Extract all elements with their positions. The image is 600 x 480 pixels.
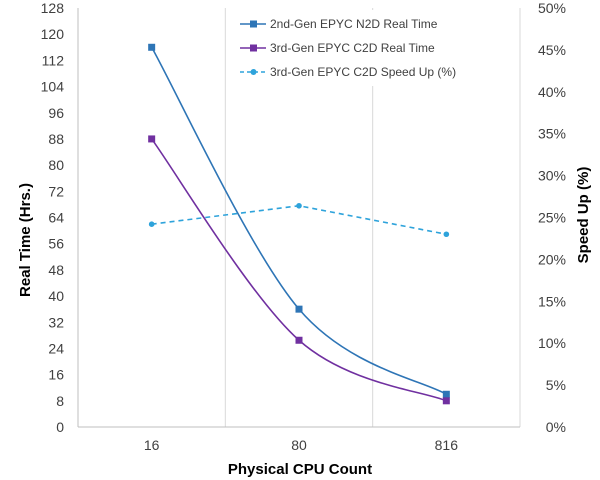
y-left-tick-label: 96 [48, 105, 64, 121]
series-0-line [150, 46, 447, 395]
y-left-tick-label: 72 [48, 183, 64, 199]
y-right-tick-label: 30% [538, 168, 566, 184]
series-1-marker [148, 135, 156, 143]
series-2-marker [443, 231, 450, 238]
series-1-marker [295, 336, 303, 344]
y-left-axis-title: Real Time (Hrs.) [17, 183, 34, 297]
y-left-tick-label: 24 [48, 340, 64, 356]
left-axis-ticks: 0 8 16 24 32 40 48 56 64 72 80 88 96 104 112 120 128 [41, 0, 65, 435]
y-left-tick-label: 32 [48, 314, 64, 330]
series-2-line [151, 204, 447, 236]
x-tick-label: 16 [144, 437, 160, 453]
y-right-tick-label: 35% [538, 126, 566, 142]
legend-label-c2d: 3rd-Gen EPYC C2D Real Time [270, 41, 435, 55]
series-1-line [151, 138, 447, 402]
y-left-tick-label: 40 [48, 288, 64, 304]
axes [77, 8, 520, 428]
y-right-tick-label: 10% [538, 335, 566, 351]
legend-label-speedup: 3rd-Gen EPYC C2D Speed Up (%) [270, 65, 456, 79]
y-left-tick-label: 0 [56, 419, 64, 435]
y-right-tick-label: 40% [538, 84, 566, 100]
legend-box [232, 10, 478, 86]
y-left-tick-label: 56 [48, 236, 64, 252]
y-right-tick-label: 45% [538, 42, 566, 58]
y-left-tick-label: 120 [41, 26, 65, 42]
legend-label-n2d: 2nd-Gen EPYC N2D Real Time [270, 17, 438, 31]
y-right-tick-label: 25% [538, 210, 566, 226]
series-1-marker [442, 397, 450, 405]
series-0-marker [442, 390, 450, 398]
y-right-tick-label: 50% [538, 0, 566, 16]
series-2-marker [148, 221, 155, 228]
legend-entry-c2d: 3rd-Gen EPYC C2D Real Time [240, 41, 435, 55]
x-axis-ticks: 16 80 816 [144, 437, 458, 453]
series-2-marker [296, 202, 302, 209]
x-tick-label: 80 [291, 437, 307, 453]
right-axis-ticks: 0% 5% 10% 15% 20% 25% 30% 35% 40% 45% 50% [538, 0, 566, 435]
y-left-tick-label: 48 [48, 262, 64, 278]
y-left-tick-label: 8 [56, 393, 64, 409]
series-0-marker [148, 43, 156, 51]
y-left-tick-label: 16 [48, 367, 64, 383]
series [148, 43, 450, 405]
y-left-tick-label: 112 [42, 52, 65, 68]
legend-marker-speedup [250, 69, 257, 75]
y-right-tick-label: 5% [546, 377, 566, 393]
y-left-tick-label: 88 [48, 131, 64, 147]
legend: 2nd-Gen EPYC N2D Real Time 3rd-Gen EPYC … [232, 10, 478, 86]
y-right-tick-label: 20% [538, 251, 566, 267]
y-left-tick-label: 128 [41, 0, 65, 16]
x-tick-label: 816 [435, 437, 459, 453]
legend-marker-c2d [250, 44, 257, 52]
legend-entry-speedup: 3rd-Gen EPYC C2D Speed Up (%) [240, 65, 456, 79]
y-right-tick-label: 15% [538, 293, 566, 309]
y-right-tick-label: 0% [546, 419, 566, 435]
y-left-tick-label: 80 [48, 157, 64, 173]
series-0-marker [295, 305, 303, 313]
x-axis-title: Physical CPU Count [228, 461, 372, 478]
y-left-tick-label: 64 [48, 210, 64, 226]
legend-marker-n2d [250, 20, 257, 28]
legend-entry-n2d: 2nd-Gen EPYC N2D Real Time [240, 17, 438, 31]
y-left-tick-label: 104 [41, 79, 65, 95]
y-right-axis-title: Speed Up (%) [575, 167, 592, 264]
